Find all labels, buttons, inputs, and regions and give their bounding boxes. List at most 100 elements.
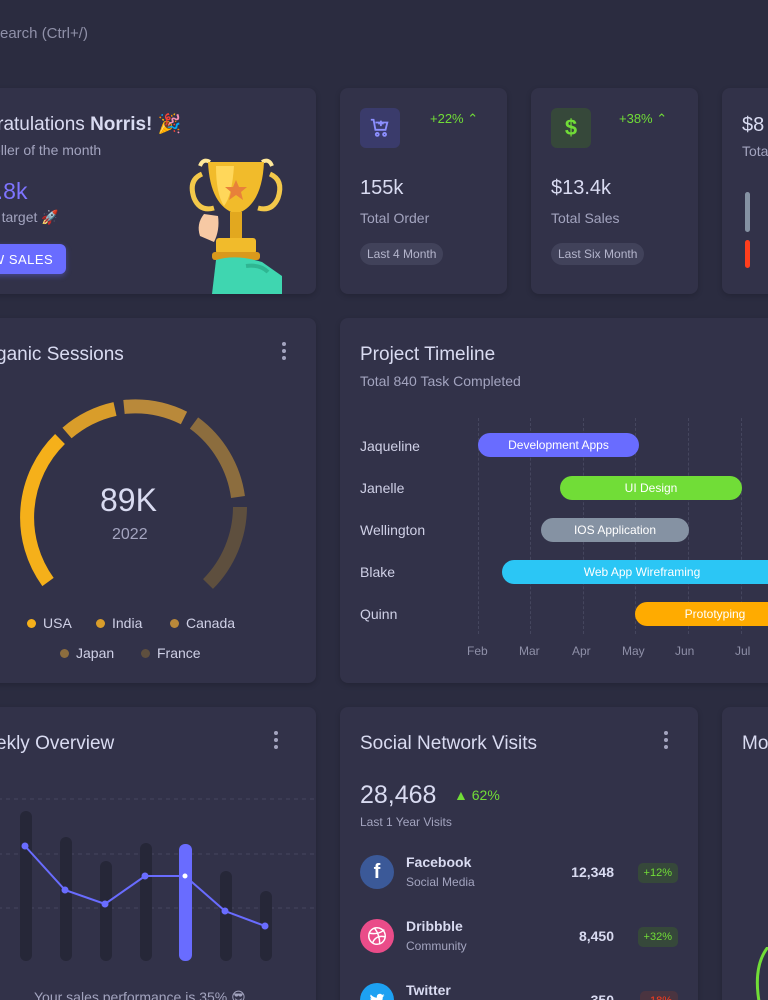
social-sub: Community [406, 939, 467, 953]
dribbble-icon [360, 919, 394, 953]
weekly-bar [100, 861, 112, 961]
congrats-amount: 2.8k [0, 178, 28, 204]
triangle-up-icon: ▲ [454, 787, 468, 803]
order-period-badge: Last 4 Month [360, 243, 444, 265]
timeline-month: Feb [467, 644, 488, 658]
timeline-month: Jun [675, 644, 695, 658]
weekly-bar-active [179, 844, 192, 961]
social-count: 12,348 [571, 864, 614, 880]
partial-label: Tota [742, 143, 768, 159]
social-name: Twitter [406, 982, 451, 998]
partial-value: $8 [742, 114, 765, 136]
gauge-segment-france [202, 506, 247, 589]
social-total: 28,468 [360, 781, 437, 809]
timeline-name: Blake [360, 564, 396, 580]
twitter-icon [360, 983, 394, 1000]
legend-usa: USA [27, 615, 72, 631]
sales-label: Total Sales [551, 210, 620, 226]
gauge-segment-japan [189, 417, 245, 499]
sales-value: $13.4k [551, 177, 612, 199]
timeline-month: Mar [519, 644, 540, 658]
search-input[interactable]: earch (Ctrl+/) [0, 20, 88, 46]
search-placeholder: earch (Ctrl+/) [0, 24, 88, 42]
social-visits-card: Social Network Visits 28,468 ▲ 62% Last … [340, 707, 698, 1000]
weekly-bar [220, 871, 232, 961]
social-sub: Social Media [406, 875, 475, 889]
congrats-target: of target 🚀 [0, 209, 59, 225]
order-value: 155k [360, 177, 404, 199]
social-change-badge: +32% [637, 927, 678, 947]
chevron-up-icon: ⌃ [467, 111, 479, 126]
organic-year: 2022 [112, 526, 148, 543]
sales-period-badge: Last Six Month [551, 243, 645, 265]
timeline-bar[interactable]: Web App Wireframing [502, 560, 768, 584]
mini-bar-red [745, 240, 750, 268]
organic-title: ganic Sessions [0, 344, 124, 365]
weekly-overview-card: ekly Overview Your sales performance is … [0, 707, 316, 1000]
mini-bar-gray [745, 192, 750, 232]
weekly-bar [140, 843, 152, 961]
weekly-footer: Your sales performance is 35% 😎 [34, 989, 246, 1000]
social-count: 8,450 [578, 928, 614, 944]
weekly-bar [20, 811, 32, 961]
project-timeline-card: Project Timeline Total 840 Task Complete… [340, 318, 768, 683]
partial-card-bottom: Mo [722, 707, 768, 1000]
facebook-icon: f [360, 855, 394, 889]
social-count: 350 [590, 992, 614, 1000]
timeline-month: Jul [735, 644, 751, 658]
social-change-badge: -18% [640, 991, 678, 1000]
legend-canada: Canada [170, 615, 235, 631]
view-sales-button[interactable]: EW SALES [0, 244, 66, 274]
gauge-segment-india [62, 402, 117, 439]
congrats-heading: ngratulations Norris! 🎉 [0, 114, 182, 135]
timeline-bar[interactable]: Development Apps [478, 433, 639, 457]
social-subtitle: Last 1 Year Visits [360, 815, 452, 829]
timeline-name: Wellington [360, 522, 426, 538]
social-growth: ▲ 62% [454, 787, 500, 803]
more-vert-icon[interactable] [274, 731, 278, 749]
order-label: Total Order [360, 210, 430, 226]
timeline-bar[interactable]: IOS Application [541, 518, 689, 542]
total-sales-card: $ +38% ⌃ $13.4k Total Sales Last Six Mon… [531, 88, 698, 294]
weekly-title: ekly Overview [0, 733, 115, 754]
sales-delta: +38% ⌃ [619, 111, 668, 126]
weekly-bar [60, 837, 72, 961]
legend-india: India [96, 615, 142, 631]
cart-plus-icon [360, 108, 400, 148]
gauge-segment-canada [123, 399, 188, 425]
organic-gauge [20, 399, 247, 589]
party-icon: 🎉 [157, 114, 182, 135]
timeline-bar[interactable]: Prototyping [635, 602, 768, 626]
timeline-title: Project Timeline [360, 344, 496, 365]
congratulations-card: ngratulations Norris! 🎉 seller of the mo… [0, 88, 316, 294]
congrats-name: Norris! [90, 114, 153, 135]
weekly-chart [0, 798, 316, 961]
social-change-badge: +12% [637, 863, 678, 883]
partial-stat-card: $8 Tota [722, 88, 768, 294]
dollar-icon: $ [551, 108, 591, 148]
partial-arc [755, 947, 768, 1000]
organic-value: 89K [100, 482, 157, 518]
congrats-subtitle: seller of the month [0, 142, 102, 158]
gauge-segment-usa [20, 434, 65, 587]
social-name: Facebook [406, 854, 472, 870]
timeline-subtitle: Total 840 Task Completed [360, 373, 521, 389]
social-title: Social Network Visits [360, 733, 538, 754]
social-name: Dribbble [406, 918, 463, 934]
trophy-illustration [189, 158, 283, 294]
timeline-name: Quinn [360, 606, 398, 622]
timeline-name: Jaqueline [360, 438, 420, 454]
more-vert-icon[interactable] [282, 342, 286, 360]
timeline-month: May [622, 644, 645, 658]
chevron-up-icon: ⌃ [656, 111, 668, 126]
more-vert-icon[interactable] [664, 731, 668, 749]
legend-japan: Japan [60, 645, 114, 661]
order-delta: +22% ⌃ [430, 111, 479, 126]
timeline-bar[interactable]: UI Design [560, 476, 742, 500]
total-order-card: +22% ⌃ 155k Total Order Last 4 Month [340, 88, 507, 294]
organic-sessions-card: ganic Sessions 89K 2022 USA India Canada… [0, 318, 316, 683]
legend-france: France [141, 645, 201, 661]
partial-title: Mo [742, 733, 768, 754]
timeline-month: Apr [572, 644, 591, 658]
timeline-name: Janelle [360, 480, 405, 496]
